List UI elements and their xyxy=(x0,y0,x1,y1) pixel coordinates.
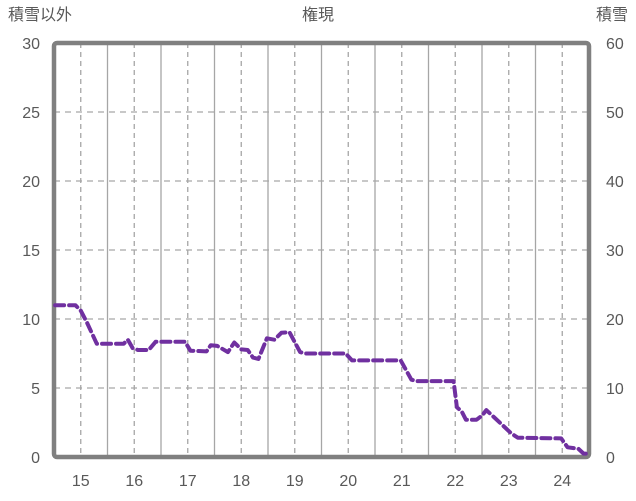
y-left-tick-label: 25 xyxy=(22,105,40,122)
x-tick-label: 17 xyxy=(179,473,197,490)
left-axis-title: 積雪以外 xyxy=(8,7,73,24)
y-right-tick-label: 10 xyxy=(606,381,624,398)
y-right-tick-label: 50 xyxy=(606,105,624,122)
y-left-tick-label: 30 xyxy=(22,36,40,53)
y-left-tick-label: 20 xyxy=(22,174,40,191)
x-tick-label: 16 xyxy=(125,473,143,490)
y-right-tick-label: 30 xyxy=(606,243,624,260)
x-tick-label: 23 xyxy=(500,473,518,490)
x-tick-label: 20 xyxy=(339,473,357,490)
x-tick-label: 21 xyxy=(393,473,411,490)
x-tick-label: 15 xyxy=(72,473,90,490)
y-left-tick-label: 10 xyxy=(22,312,40,329)
y-right-tick-label: 60 xyxy=(606,36,624,53)
y-left-tick-label: 5 xyxy=(31,381,40,398)
right-axis-title: 積雪 xyxy=(595,7,628,24)
x-tick-label: 19 xyxy=(286,473,304,490)
x-tick-label: 24 xyxy=(553,473,571,490)
y-left-tick-label: 15 xyxy=(22,243,40,260)
y-left-tick-label: 0 xyxy=(31,450,40,467)
series-line-積雪以外 xyxy=(53,303,590,456)
x-tick-label: 18 xyxy=(232,473,250,490)
x-tick-label: 22 xyxy=(446,473,464,490)
y-right-tick-label: 20 xyxy=(606,312,624,329)
y-right-tick-label: 40 xyxy=(606,174,624,191)
chart-title: 権現 xyxy=(301,7,334,24)
y-right-tick-label: 0 xyxy=(606,450,615,467)
plot-border xyxy=(51,40,592,460)
